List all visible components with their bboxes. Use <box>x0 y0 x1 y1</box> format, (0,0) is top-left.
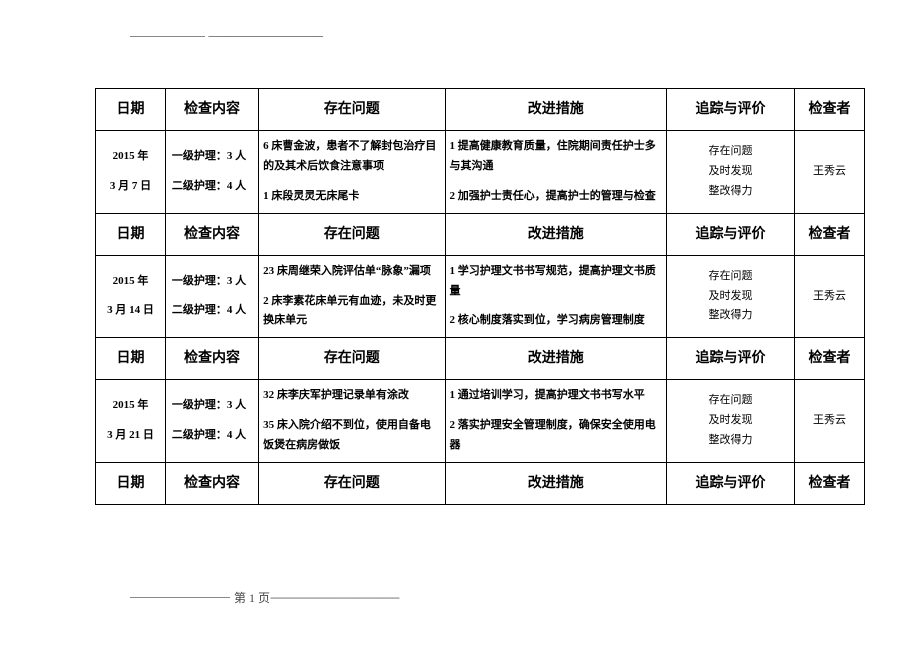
col-who-header: 检查者 <box>795 462 865 504</box>
col-date-header: 日期 <box>96 462 166 504</box>
col-check-header: 检查内容 <box>165 213 258 255</box>
col-track-header: 追踪与评价 <box>666 213 794 255</box>
top-rule: ----------------------------------------… <box>130 30 323 42</box>
improve-cell: 1 提高健康教育质量，住院期间责任护士多与其沟通2 加强护士责任心，提高护士的管… <box>445 131 666 213</box>
date-cell: 2015 年3 月 21 日 <box>96 380 166 462</box>
date-cell: 2015 年3 月 14 日 <box>96 255 166 337</box>
col-track-header: 追踪与评价 <box>666 462 794 504</box>
col-issue-header: 存在问题 <box>259 89 445 131</box>
issue-cell: 6 床曹金波，患者不了解封包治疗目的及其术后饮食注意事项1 床段灵灵无床尾卡 <box>259 131 445 213</box>
col-improve-header: 改进措施 <box>445 462 666 504</box>
document-body: 日期 检查内容 存在问题 改进措施 追踪与评价 检查者 2015 年3 月 7 … <box>95 88 865 505</box>
inspector-cell: 王秀云 <box>795 255 865 337</box>
col-track-header: 追踪与评价 <box>666 89 794 131</box>
table-header-row: 日期 检查内容 存在问题 改进措施 追踪与评价 检查者 <box>96 213 865 255</box>
table-header-row: 日期 检查内容 存在问题 改进措施 追踪与评价 检查者 <box>96 338 865 380</box>
col-check-header: 检查内容 <box>165 462 258 504</box>
inspection-table: 日期 检查内容 存在问题 改进措施 追踪与评价 检查者 2015 年3 月 7 … <box>95 88 865 505</box>
improve-cell: 1 学习护理文书书写规范，提高护理文书质量2 核心制度落实到位，学习病房管理制度 <box>445 255 666 337</box>
issue-cell: 32 床李庆军护理记录单有涂改35 床入院介绍不到位，使用自备电饭煲在病房做饭 <box>259 380 445 462</box>
col-improve-header: 改进措施 <box>445 89 666 131</box>
col-improve-header: 改进措施 <box>445 338 666 380</box>
page-footer: 第 1 页 ----------------------------------… <box>130 589 399 606</box>
col-issue-header: 存在问题 <box>259 213 445 255</box>
improve-cell: 1 通过培训学习，提高护理文书书写水平2 落实护理安全管理制度，确保安全使用电器 <box>445 380 666 462</box>
col-issue-header: 存在问题 <box>259 462 445 504</box>
page-number: 第 1 页 <box>234 589 270 606</box>
issue-cell: 23 床周继荣入院评估单“脉象”漏项2 床李素花床单元有血迹，未及时更换床单元 <box>259 255 445 337</box>
table-row: 2015 年3 月 21 日 一级护理：3 人二级护理：4 人 32 床李庆军护… <box>96 380 865 462</box>
check-cell: 一级护理：3 人二级护理：4 人 <box>165 380 258 462</box>
track-cell: 存在问题及时发现整改得力 <box>666 131 794 213</box>
table-row: 2015 年3 月 14 日 一级护理：3 人二级护理：4 人 23 床周继荣入… <box>96 255 865 337</box>
col-who-header: 检查者 <box>795 89 865 131</box>
table-row: 2015 年3 月 7 日 一级护理：3 人二级护理：4 人 6 床曹金波，患者… <box>96 131 865 213</box>
col-issue-header: 存在问题 <box>259 338 445 380</box>
col-check-header: 检查内容 <box>165 89 258 131</box>
track-cell: 存在问题及时发现整改得力 <box>666 380 794 462</box>
inspector-cell: 王秀云 <box>795 131 865 213</box>
check-cell: 一级护理：3 人二级护理：4 人 <box>165 131 258 213</box>
col-date-header: 日期 <box>96 213 166 255</box>
track-cell: 存在问题及时发现整改得力 <box>666 255 794 337</box>
date-cell: 2015 年3 月 7 日 <box>96 131 166 213</box>
col-date-header: 日期 <box>96 89 166 131</box>
check-cell: 一级护理：3 人二级护理：4 人 <box>165 255 258 337</box>
col-check-header: 检查内容 <box>165 338 258 380</box>
table-header-row: 日期 检查内容 存在问题 改进措施 追踪与评价 检查者 <box>96 462 865 504</box>
col-track-header: 追踪与评价 <box>666 338 794 380</box>
col-improve-header: 改进措施 <box>445 213 666 255</box>
inspector-cell: 王秀云 <box>795 380 865 462</box>
table-header-row: 日期 检查内容 存在问题 改进措施 追踪与评价 检查者 <box>96 89 865 131</box>
col-date-header: 日期 <box>96 338 166 380</box>
col-who-header: 检查者 <box>795 338 865 380</box>
col-who-header: 检查者 <box>795 213 865 255</box>
